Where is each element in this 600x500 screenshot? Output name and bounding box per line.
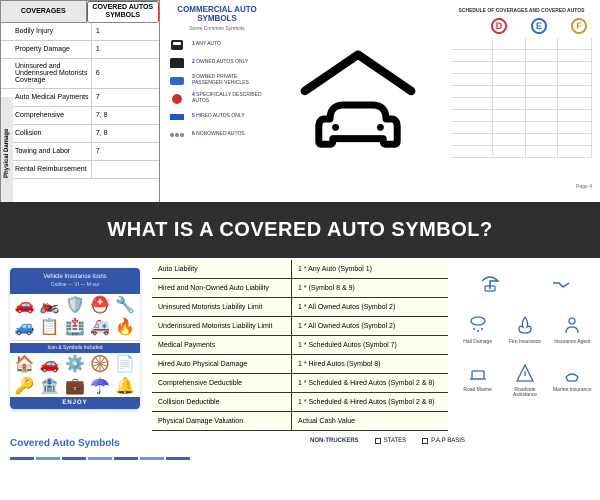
table-row: Uninsured and Underinsured Motorists Cov… <box>1 59 159 89</box>
table-row: Auto Liability1 * Any Auto (Symbol 1) <box>152 260 448 279</box>
circle-d: D <box>491 18 507 34</box>
commercial-symbol-item: 2 OWNED AUTOS ONLY <box>162 54 272 72</box>
table-row: Comprehensive Deductible1 * Scheduled & … <box>152 374 448 393</box>
road-marine-icon <box>465 360 491 386</box>
table-row: Hired Auto Physical Damage1 * Hired Auto… <box>152 355 448 374</box>
commercial-symbol-item: 1 ANY AUTO <box>162 36 272 54</box>
table-row: Physical Damage ValuationActual Cash Val… <box>152 412 448 431</box>
table-row: Medical Payments1 * Scheduled Autos (Sym… <box>152 336 448 355</box>
bluecard-header: Vehicle Insurance Icons Outline — VI — M… <box>10 268 140 294</box>
bottomleft-title: Covered Auto Symbols <box>10 438 190 449</box>
commercial-symbol-item: 4 SPECIFICALLY DESCRIBED AUTOS <box>162 90 272 108</box>
tile-covered-auto-symbols-card: Covered Auto Symbols <box>0 432 200 500</box>
circle-e: E <box>531 18 547 34</box>
table-row: Hired and Non-Owned Auto Liability1 * (S… <box>152 279 448 298</box>
form-title: SCHEDULE OF COVERAGES AND COVERED AUTOS <box>451 8 592 14</box>
tile-garage-icon <box>275 0 440 210</box>
commercial-sub: Some Common Symbols <box>162 26 272 32</box>
form-table-grid <box>451 38 592 178</box>
tile-commercial-symbols: COMMERCIAL AUTO SYMBOLS Some Common Symb… <box>162 0 272 210</box>
commercial-symbol-item: 5 HIRED AUTOS ONLY <box>162 108 272 126</box>
table-row: Comprehensive7, 8 <box>1 107 159 125</box>
table-row: Collision Deductible1 * Scheduled & Hire… <box>152 393 448 412</box>
table-row: Rental Reimbursement <box>1 161 159 179</box>
coverages-header-c2: COVERED AUTOS SYMBOLS <box>87 1 159 23</box>
table-row: Underinsured Motorists Liability Limit1 … <box>152 317 448 336</box>
table-row: Auto Medical Payments7 <box>1 89 159 107</box>
umbrella-car-icon <box>477 270 503 296</box>
car-garage-icon <box>288 35 428 175</box>
tile-coverages-table: COVERAGES COVERED AUTOS SYMBOLS Physical… <box>0 0 160 210</box>
fire-icon <box>512 312 538 338</box>
marine-icon <box>559 360 585 386</box>
handshake-icon <box>548 270 574 296</box>
table-row: Property Damage1 <box>1 41 159 59</box>
roadside-icon <box>512 360 538 386</box>
title-overlay-band: WHAT IS A COVERED AUTO SYMBOL? <box>0 202 600 258</box>
hail-icon <box>465 312 491 338</box>
commercial-symbol-item: 6 NONOWNED AUTOS <box>162 126 272 144</box>
table-row: Uninsured Motorists Liability Limit1 * A… <box>152 298 448 317</box>
coverages-header-c1: COVERAGES <box>1 1 87 23</box>
overlay-title: WHAT IS A COVERED AUTO SYMBOL? <box>107 219 492 242</box>
agent-icon <box>559 312 585 338</box>
tile-form-schedule: SCHEDULE OF COVERAGES AND COVERED AUTOS … <box>443 0 600 210</box>
tile-deductibles-table: Auto Liability1 * Any Auto (Symbol 1)Hir… <box>152 260 448 430</box>
commercial-title: COMMERCIAL AUTO SYMBOLS <box>162 0 272 26</box>
bluecard-enjoy: ENJOY <box>10 397 140 409</box>
tile-nontruckers-form: NON-TRUCKERS STATES P.A.P BASIS <box>300 432 600 500</box>
image-grid: COVERAGES COVERED AUTOS SYMBOLS Physical… <box>0 0 600 500</box>
tile-blue-icon-panel: Vehicle Insurance Icons Outline — VI — M… <box>0 260 150 430</box>
circle-f: F <box>571 18 587 34</box>
table-row: Collision7, 8 <box>1 125 159 143</box>
table-row: Towing and Labor7 <box>1 143 159 161</box>
table-row: Bodily Injury1 <box>1 23 159 41</box>
nontruckers-label: NON-TRUCKERS <box>310 438 359 444</box>
tile-insurance-icons: Hail Damage Fire Insurance Insurance Age… <box>450 260 600 430</box>
form-pagenum: Page 4 <box>451 184 592 190</box>
commercial-symbol-item: 3 OWNED PRIVATE PASSENGER VEHICLES <box>162 72 272 90</box>
form-letter-circles: D E F <box>491 18 592 34</box>
